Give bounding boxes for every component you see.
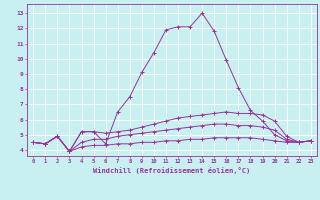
X-axis label: Windchill (Refroidissement éolien,°C): Windchill (Refroidissement éolien,°C) (93, 167, 251, 174)
